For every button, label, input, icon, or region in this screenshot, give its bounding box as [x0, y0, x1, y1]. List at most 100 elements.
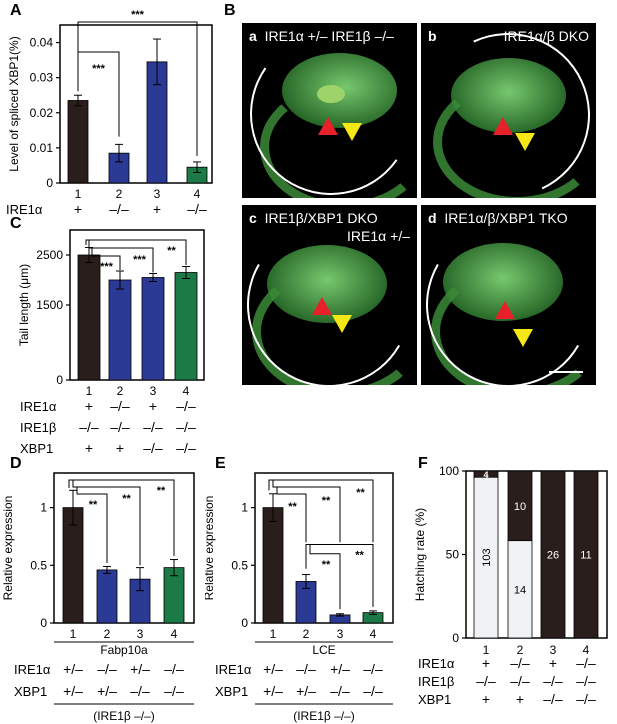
red-arrow-icon — [493, 117, 513, 135]
significance-bracket — [72, 480, 141, 566]
genotype-value: –/– — [147, 218, 167, 220]
significance-bracket — [76, 487, 108, 563]
genotype-value: –/– — [176, 440, 196, 453]
plot-frame — [254, 472, 394, 624]
lane-number: 4 — [171, 627, 178, 641]
genotype-value: –/– — [130, 683, 150, 699]
genotype-value: –/– — [110, 419, 130, 435]
footer-label: (IRE1β –/–) — [93, 709, 155, 723]
significance-label: ** — [322, 495, 331, 507]
y-tick-label: 0.5 — [231, 558, 248, 572]
significance-label: ** — [122, 493, 131, 505]
bar — [262, 507, 284, 624]
significance-label: ** — [167, 245, 176, 257]
genotype-value: –/– — [543, 691, 563, 707]
genotype-a: IRE1α +/– IRE1β –/– — [264, 28, 394, 44]
genotype-value: +/– — [263, 661, 283, 677]
sub-letter-c: c — [249, 210, 257, 226]
significance-bracket — [272, 480, 341, 543]
genotype-value: –/– — [143, 419, 163, 435]
significance-label: ** — [322, 559, 331, 571]
genotype-b: IRE1α/β DKO — [503, 28, 589, 44]
genotype-value: –/– — [143, 440, 163, 453]
significance-label: *** — [92, 63, 106, 75]
genotype-value: + — [516, 691, 524, 707]
bar — [67, 100, 89, 184]
bar — [96, 569, 118, 624]
genotype-row-label: XBP1 — [215, 684, 248, 699]
segment-count-label: 10 — [514, 501, 526, 513]
genotype-value: –/– — [576, 673, 596, 689]
genotype-value: –/– — [330, 683, 350, 699]
significance-label: ** — [89, 499, 98, 511]
yellow-arrow-icon — [342, 123, 362, 141]
chart-d: 0 0.5 1 Relative expression 1 2 3 4 Fabp10a IRE1α… — [1, 472, 195, 723]
genotype-value: + — [482, 655, 490, 671]
genotype-value: + — [74, 201, 82, 217]
lane-number: 3 — [550, 643, 557, 657]
genotype-value: +/– — [130, 661, 150, 677]
genotype-value: –/– — [476, 673, 496, 689]
genotype-row-label: IRE1α — [215, 662, 252, 677]
genotype-value: + — [549, 655, 557, 671]
lane-number: 1 — [86, 384, 93, 398]
sub-letter-b: b — [428, 28, 437, 44]
stacked-bar-segment — [473, 470, 499, 478]
genotype-value: –/– — [510, 673, 530, 689]
yellow-arrow-icon — [515, 133, 535, 151]
significance-bracket — [68, 479, 175, 557]
genotype-value: –/– — [109, 201, 129, 217]
significance-label: *** — [100, 261, 114, 273]
lane-number: 4 — [370, 627, 377, 641]
genotype-value: + — [149, 398, 157, 414]
lane-number: 4 — [183, 384, 190, 398]
bar — [141, 277, 165, 381]
y-tick-label: 0 — [40, 616, 47, 630]
genotype-value: –/– — [187, 218, 207, 220]
y-axis-label: Level of spliced XBP1(%) — [7, 36, 21, 171]
significance-label: ** — [157, 485, 166, 497]
y-tick-label: 2500 — [36, 248, 63, 262]
significance-bracket — [305, 544, 374, 607]
micrograph-c: c IRE1β/XBP1 DKO IRE1α +/– — [242, 205, 417, 385]
lane-number: 2 — [117, 384, 124, 398]
micrograph-a: a IRE1α +/– IRE1β –/– — [242, 23, 417, 198]
lane-number: 2 — [104, 627, 111, 641]
genotype-value: –/– — [576, 655, 596, 671]
genotype-row-label: IRE1α — [20, 399, 57, 414]
significance-label: ** — [356, 487, 365, 499]
y-tick-label: 1 — [241, 501, 248, 515]
y-tick-label: 0 — [241, 616, 248, 630]
significance-bracket — [77, 51, 120, 137]
significance-label: ** — [288, 501, 297, 513]
significance-bracket — [309, 544, 341, 610]
y-axis-label: Relative expression — [205, 496, 216, 601]
lane-number: 1 — [270, 627, 277, 641]
significance-label: ** — [355, 550, 364, 562]
yellow-arrow-icon — [513, 329, 533, 347]
significance-bracket — [88, 240, 154, 273]
y-tick-label: 0 — [452, 631, 459, 645]
genotype-value: –/– — [176, 398, 196, 414]
genotype-value: +/– — [263, 683, 283, 699]
gene-label: LCE — [312, 643, 335, 657]
y-tick-label: 50 — [446, 548, 460, 562]
segment-count-label: 4 — [483, 470, 488, 480]
genotype-value: + — [85, 440, 93, 453]
genotype-value: –/– — [187, 201, 207, 217]
genotype-row-label: XBP1 — [14, 684, 47, 699]
genotype-value: +/– — [63, 683, 83, 699]
lane-number: 2 — [116, 187, 123, 201]
genotype-c: IRE1β/XBP1 DKO — [264, 210, 378, 226]
stacked-bar-segment — [540, 470, 566, 639]
y-tick-label: 0 — [46, 176, 53, 190]
red-arrow-icon — [318, 117, 338, 135]
genotype-row-label: IRE1β — [6, 219, 42, 220]
genotype-value: –/– — [110, 398, 130, 414]
sub-letter-d: d — [428, 210, 437, 226]
genotype-value: –/– — [164, 683, 184, 699]
lane-number: 3 — [337, 627, 344, 641]
lane-number: 1 — [483, 643, 490, 657]
y-axis-label: Hatching rate (%) — [413, 508, 427, 601]
